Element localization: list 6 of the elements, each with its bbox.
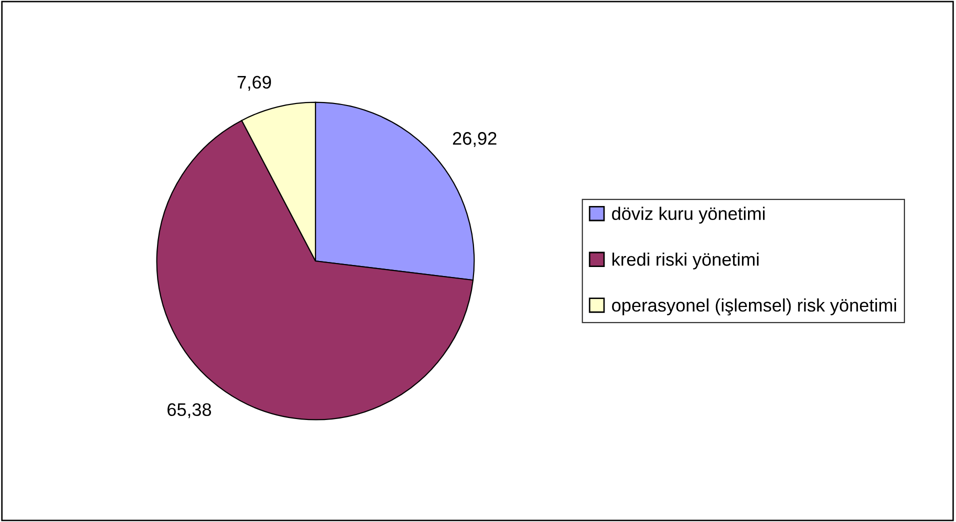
legend-label: operasyonel (işlemsel) risk yönetimi — [612, 298, 896, 316]
legend-label: kredi riski yönetimi — [612, 252, 759, 270]
data-label: 7,69 — [238, 76, 271, 91]
data-label: 26,92 — [452, 132, 496, 147]
data-label: 65,38 — [168, 403, 212, 418]
legend-label: döviz kuru yönetimi — [612, 206, 765, 224]
